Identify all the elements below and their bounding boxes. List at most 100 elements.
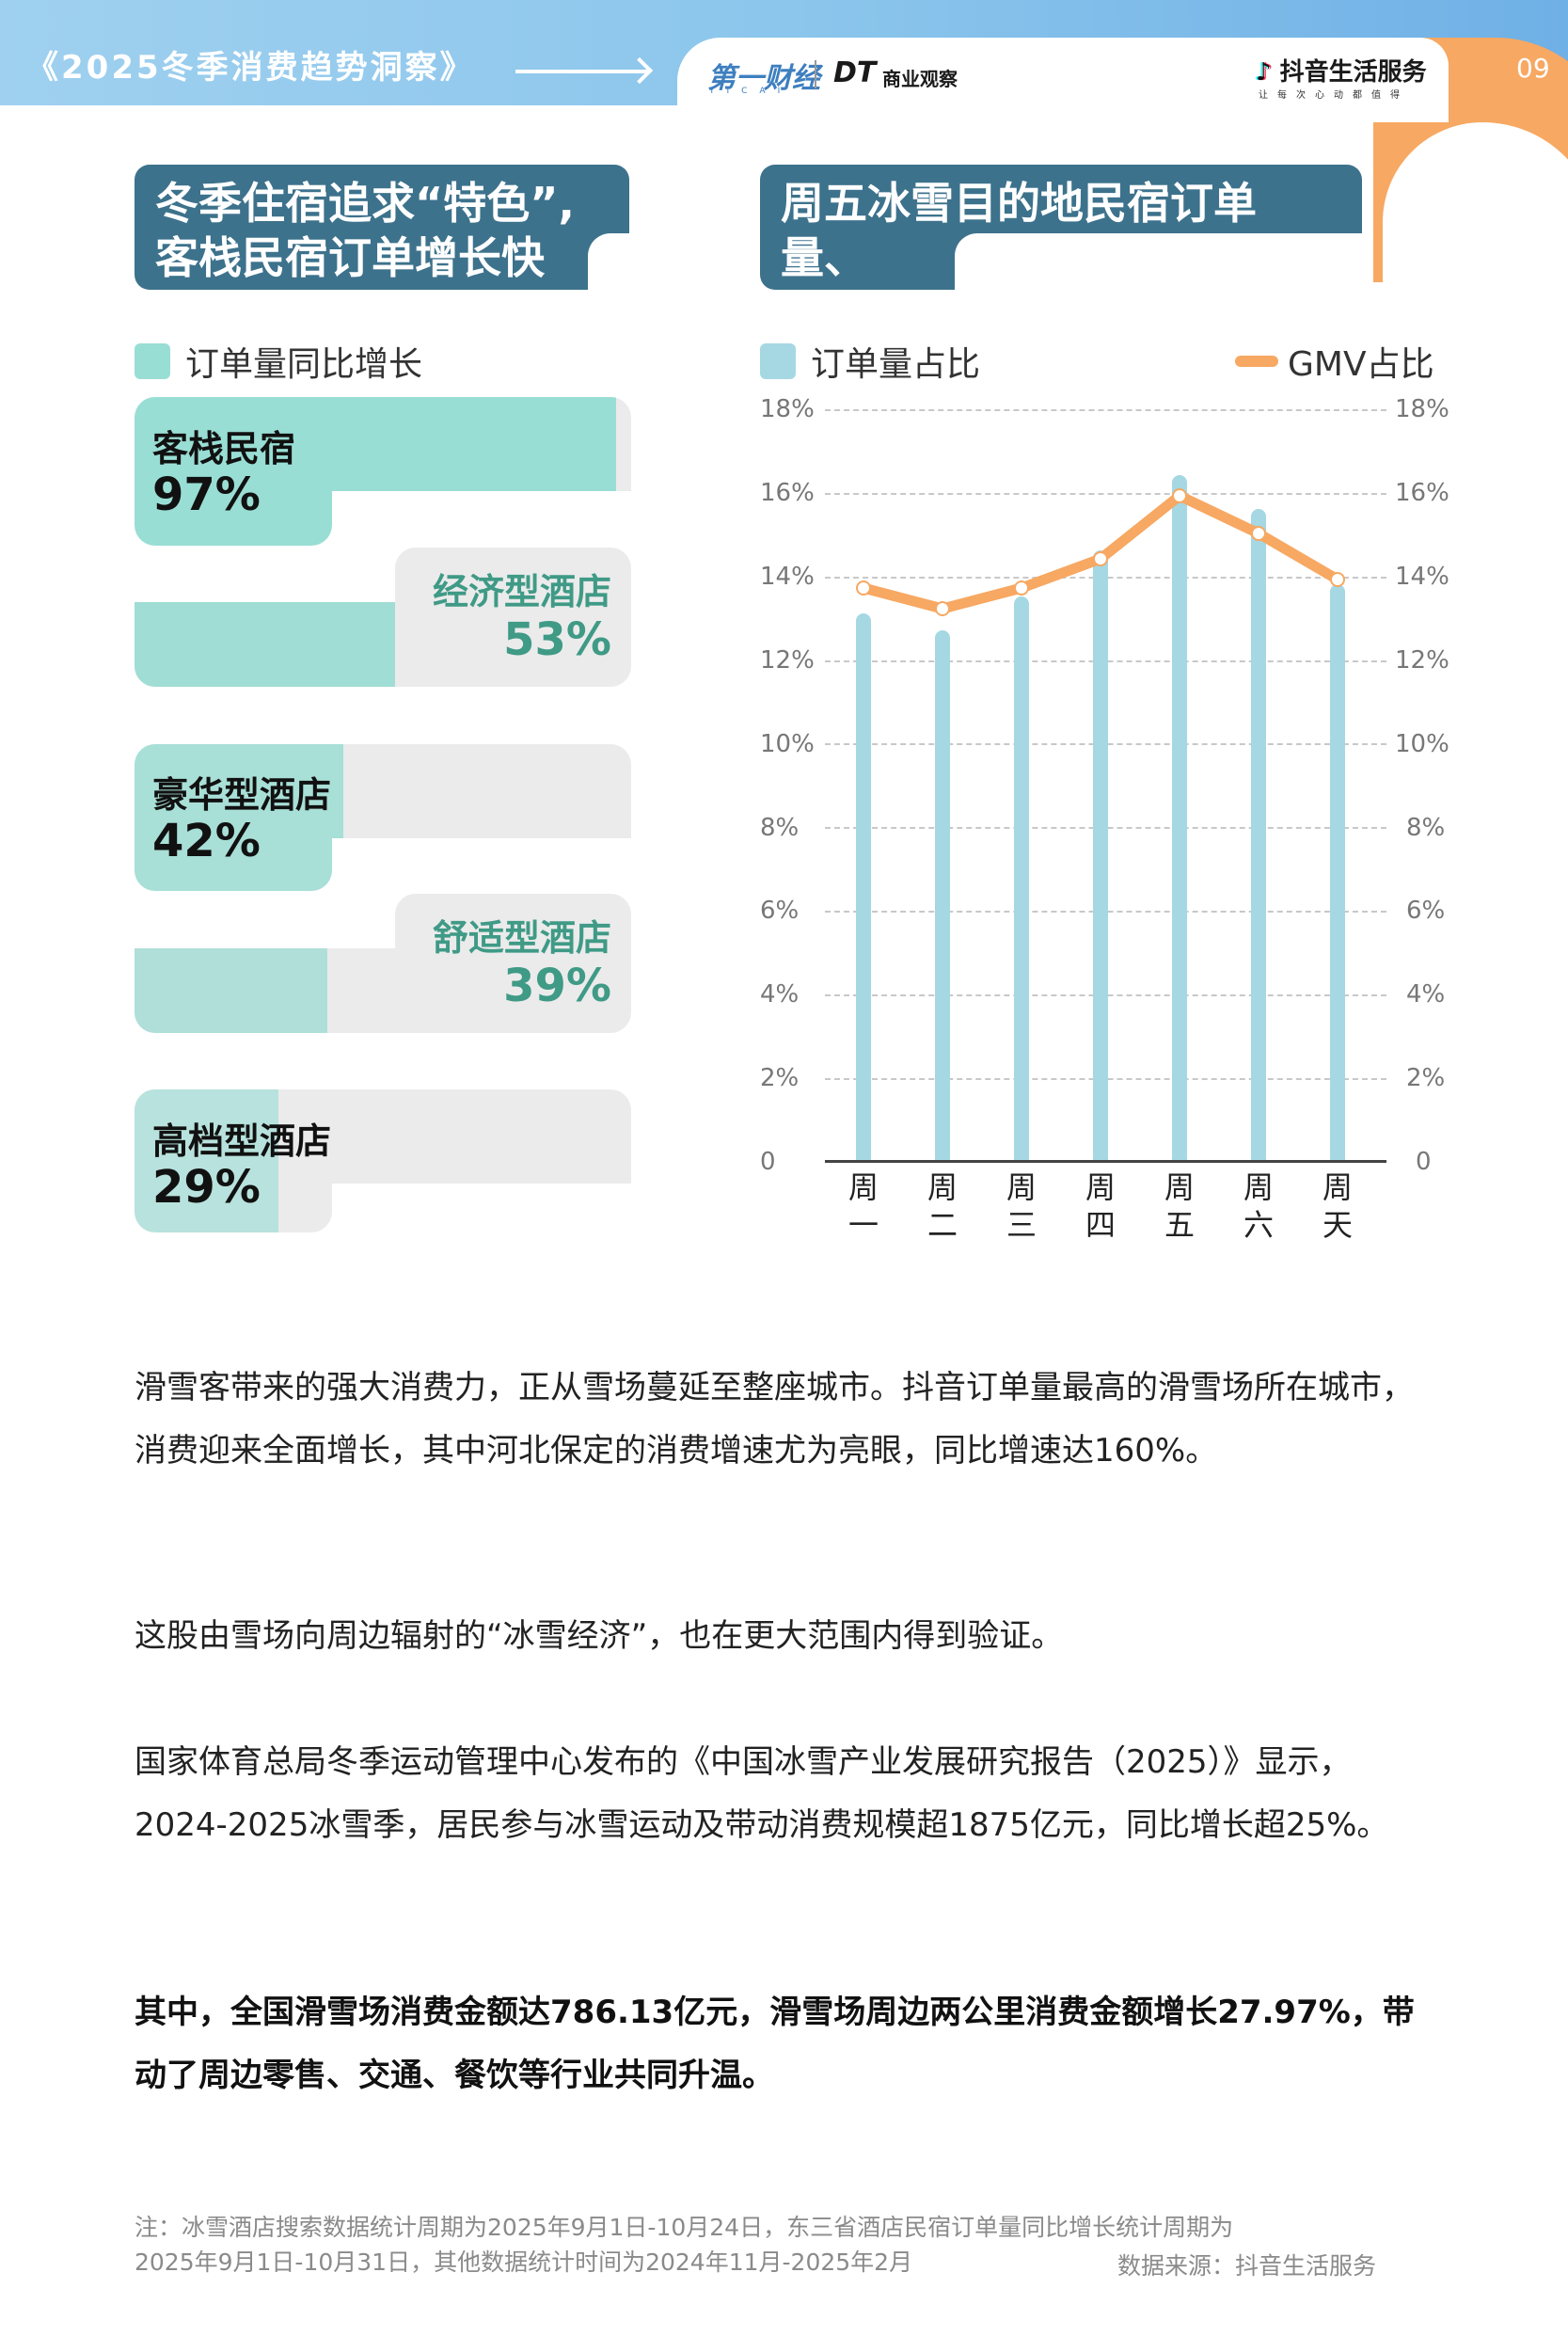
x-label: 周三 [1003,1168,1040,1244]
bar-wed [1014,596,1029,1161]
bar-fill [135,948,327,1033]
y-tick-right: 16% [1395,479,1449,507]
douyin-slogan: 让每次心动都值得 [1259,90,1409,101]
legend-label-bar: 订单量占比 [811,345,981,384]
body-paragraph: 滑雪客带来的强大消费力，正从雪场蔓延至整座城市。抖音订单量最高的滑雪场所在城市，… [135,1369,1414,1470]
bar-tab [135,1182,332,1232]
x-label-bottom: 五 [1164,1207,1195,1243]
hotel-type-label: 客栈民宿 [152,428,296,469]
body-paragraph: 这股由雪场向周边辐射的“冰雪经济”，也在更大范围内得到验证。 [135,1617,1064,1655]
hotel-type-value: 53% [503,613,611,666]
x-label: 周二 [924,1168,961,1244]
y-tick-left: 12% [760,646,815,675]
x-label-top: 周 [1085,1169,1116,1205]
decorative-white-corner [1383,122,1568,367]
hotel-type-label: 经济型酒店 [432,571,611,612]
bar-sun [1330,584,1345,1161]
arrow-right-icon [515,70,647,73]
bar-fill [135,602,395,687]
x-label-bottom: 四 [1085,1207,1116,1243]
hotel-type-label: 高档型酒店 [152,1120,332,1162]
bar-tab [135,489,332,546]
legend-label: 订单量同比增长 [185,345,423,384]
hotel-type-value: 42% [152,815,261,867]
y-tick-left: 14% [760,563,815,591]
y-tick-right: 18% [1395,395,1449,423]
title-notch [588,233,635,294]
bar-sat [1251,509,1266,1161]
legend-swatch-bar [760,343,796,379]
y-tick-right: 2% [1406,1064,1446,1092]
gmv-line [856,488,1345,616]
bar-track [135,397,631,491]
y-tick-right: 6% [1406,897,1446,925]
y-tick-right: 8% [1406,814,1446,842]
chart-legend-line: GMV占比 [1235,337,1434,386]
hotel-type-value: 97% [152,469,261,521]
y-tick-right: 12% [1395,646,1449,675]
y-tick-right: 10% [1395,730,1449,758]
y-tick-left: 8% [760,814,800,842]
x-label: 周一 [845,1168,882,1244]
x-label: 周四 [1082,1168,1119,1244]
bar-fill [135,1089,278,1184]
footnote-line2: 2025年9月1日-10月31日，其他数据统计时间为2024年11月-2025年… [135,2249,913,2276]
dt-logo: DT [833,56,877,89]
bar-tab [395,548,631,604]
right-title-line1: 周五冰雪目的地民宿订单量、 [781,178,1257,283]
hotel-type-value: 39% [503,960,611,1012]
legend-swatch-line [1235,356,1278,367]
gridline [825,409,1386,411]
douyin-note-icon: ♪ [1256,58,1272,87]
y-tick-left: 2% [760,1064,800,1092]
bar-fri [1172,475,1187,1161]
bar-tab [135,836,332,891]
hotel-type-value: 29% [152,1161,261,1214]
x-axis [825,1160,1386,1163]
header-logo-panel [677,38,1449,122]
x-label-bottom: 二 [927,1207,958,1243]
x-label: 周六 [1240,1168,1277,1244]
x-label-bottom: 六 [1243,1207,1274,1243]
x-label-top: 周 [1164,1169,1195,1205]
right-title-line2: GMV占比最高 [781,287,1067,338]
bar-track [135,744,631,838]
logo-divider [815,60,816,88]
x-label: 周五 [1161,1168,1198,1244]
left-section-title: 冬季住宿追求“特色”, 客栈民宿订单增长快 [135,165,629,290]
bar-tab [395,894,631,950]
x-label-top: 周 [1322,1169,1353,1205]
left-legend: 订单量同比增长 [135,337,422,386]
bar-fill [135,744,343,838]
y-tick-left: 18% [760,395,815,423]
data-source: 数据来源：抖音生活服务 [1117,2252,1377,2280]
legend-swatch [135,343,170,379]
footnote-line1: 注：冰雪酒店搜索数据统计周期为2025年9月1日-10月24日，东三省酒店民宿订… [135,2214,1234,2241]
body-paragraph: 国家体育总局冬季运动管理中心发布的《中国冰雪产业发展研究报告（2025）》显示，… [135,1743,1389,1844]
x-label-bottom: 三 [1006,1207,1037,1243]
x-label-top: 周 [1006,1169,1037,1205]
x-label-bottom: 一 [847,1207,879,1243]
hotel-type-label: 豪华型酒店 [152,774,332,816]
x-label: 周天 [1319,1168,1356,1244]
yicai-logo: 第一财经 [707,62,820,95]
bar-track [135,1089,631,1184]
y-tick-right: 14% [1395,563,1449,591]
hotel-type-label: 舒适型酒店 [432,917,611,959]
left-title-line1: 冬季住宿追求“特色”, [155,178,575,229]
left-title-line2: 客栈民宿订单增长快 [155,232,545,283]
y-tick-left: 4% [760,980,800,1009]
bar-mon [856,613,871,1161]
report-title: 《2025冬季消费趋势洞察》 [26,49,475,87]
x-label-bottom: 天 [1322,1207,1353,1243]
page-number: 09 [1516,53,1550,84]
body-paragraph-emphasis: 其中，全国滑雪场消费金额达786.13亿元，滑雪场周边两公里消费金额增长27.9… [135,1994,1415,2094]
douyin-logo-text: 抖音生活服务 [1279,58,1427,87]
legend-label-line: GMV占比 [1288,345,1434,384]
title-notch [955,233,1369,294]
bar-track [135,602,631,687]
x-label-top: 周 [847,1169,879,1205]
y-tick-left: 6% [760,897,800,925]
yicai-logo-sub: YICAI [709,87,793,96]
x-label-top: 周 [1243,1169,1274,1205]
